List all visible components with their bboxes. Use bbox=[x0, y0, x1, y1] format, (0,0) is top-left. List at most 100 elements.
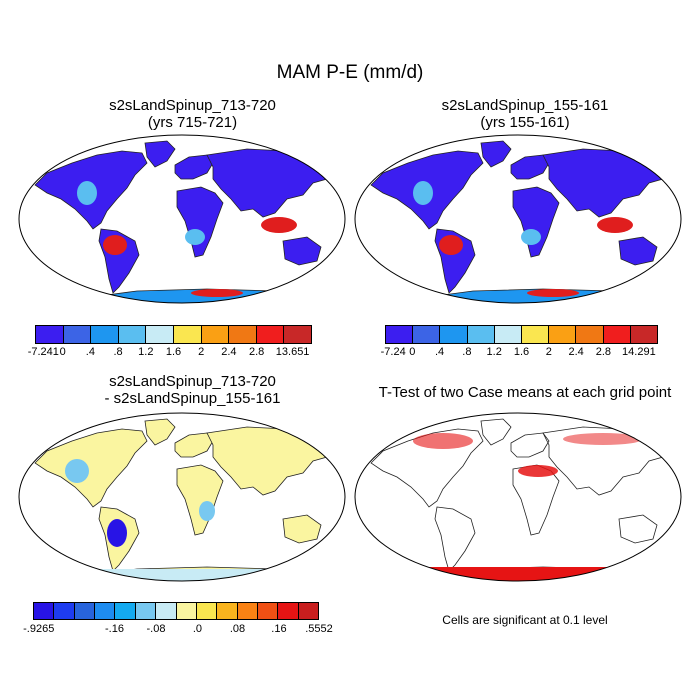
panel-2-map bbox=[354, 134, 682, 304]
panel-4-title-line1: T-Test of two Case means at each grid po… bbox=[378, 384, 672, 401]
continent-aus bbox=[282, 514, 322, 544]
panel-3-title-line1: s2sLandSpinup_713-720 bbox=[109, 373, 276, 390]
colorbar-tick-label: 0 bbox=[409, 346, 416, 358]
antarctic-wet-region bbox=[191, 289, 243, 297]
colorbar-tick-label: 2.4 bbox=[221, 346, 237, 358]
asia-significant bbox=[563, 433, 643, 445]
map-border bbox=[354, 134, 682, 304]
colorbar-tick-label: 1.6 bbox=[513, 346, 530, 358]
panel-2-title: s2sLandSpinup_155-161 (yrs 155-161) bbox=[365, 97, 685, 131]
colorbar-tick-label: -.9265 bbox=[23, 623, 55, 635]
colorbar-tick-label: .5552 bbox=[305, 623, 333, 635]
colorbar-tick-label: 1.6 bbox=[165, 346, 182, 358]
colorbar-swatch bbox=[146, 326, 174, 343]
colorbar-swatch bbox=[173, 326, 202, 343]
colorbar-tick-label: -7.241 bbox=[27, 346, 59, 358]
map-border bbox=[18, 412, 346, 582]
maritime-wet-region bbox=[261, 217, 297, 233]
panel-1-title: s2sLandSpinup_713-720 (yrs 715-721) bbox=[35, 97, 350, 131]
continent-eur bbox=[174, 154, 214, 180]
panel-1-title-line1: s2sLandSpinup_713-720 bbox=[109, 97, 276, 114]
colorbar-tick-label: .4 bbox=[85, 346, 95, 358]
colorbar-tick-label: -7.24 bbox=[380, 346, 406, 358]
colorbar-tick-label: 1.2 bbox=[486, 346, 502, 358]
colorbar-swatch bbox=[217, 603, 238, 619]
panel-3-map bbox=[18, 412, 346, 582]
continent-green bbox=[480, 418, 512, 446]
antarctic-wet-region bbox=[527, 289, 579, 297]
colorbar-tick-label: 2.4 bbox=[568, 346, 584, 358]
colorbar-tick-label: 2.8 bbox=[595, 346, 612, 358]
colorbar-tick-label: .8 bbox=[462, 346, 472, 358]
colorbar-tick-label: .0 bbox=[192, 623, 203, 635]
continent-afr bbox=[176, 186, 224, 258]
colorbar-tick-label: .4 bbox=[435, 346, 445, 358]
colorbar-swatch bbox=[237, 603, 258, 619]
panel-2-title-line1: s2sLandSpinup_155-161 bbox=[441, 97, 609, 114]
map-border bbox=[18, 134, 346, 304]
colorbar-swatch bbox=[229, 326, 257, 343]
colorbar-swatch bbox=[63, 326, 92, 343]
panel-3-colorbar bbox=[33, 602, 319, 620]
colorbar-swatch bbox=[494, 326, 523, 343]
africa-south-region bbox=[185, 229, 205, 245]
colorbar-swatch bbox=[576, 326, 604, 343]
colorbar-swatch bbox=[284, 326, 311, 343]
colorbar-swatch bbox=[91, 326, 119, 343]
panel-3-title: s2sLandSpinup_713-720 - s2sLandSpinup_15… bbox=[35, 373, 350, 407]
panel-2-colorbar-ticks: -7.24 0 .4 .8 1.2 1.6 2 2.4 2.8 14.291 bbox=[381, 346, 658, 360]
colorbar-swatch bbox=[36, 326, 64, 343]
na-west-region bbox=[413, 181, 433, 205]
significance-note: Cells are significant at 0.1 level bbox=[442, 613, 608, 627]
map-border bbox=[354, 412, 682, 582]
panel-4-title: T-Test of two Case means at each grid po… bbox=[365, 384, 685, 401]
panel-2-title-line2: (yrs 155-161) bbox=[480, 114, 570, 131]
panel-1-colorbar-ticks: -7.241 0 .4 .8 1.2 1.6 2 2.4 2.8 13.651 bbox=[28, 346, 312, 360]
panel-3-colorbar-ticks: -.9265 -.16 -.08 .0 .08 .16 .5552 bbox=[23, 623, 333, 637]
colorbar-swatch bbox=[34, 603, 55, 619]
maritime-wet-region bbox=[597, 217, 633, 233]
na-west-region bbox=[77, 181, 97, 205]
colorbar-tick-label: 2.8 bbox=[248, 346, 265, 358]
colorbar-swatch bbox=[74, 603, 96, 619]
colorbar-tick-label: 13.651 bbox=[275, 346, 310, 358]
colorbar-swatch bbox=[603, 326, 631, 343]
colorbar-swatch bbox=[156, 603, 177, 619]
continent-afr bbox=[176, 464, 224, 536]
panel-1-map bbox=[18, 134, 346, 304]
continent-na bbox=[34, 428, 148, 508]
colorbar-swatch bbox=[522, 326, 550, 343]
continent-afr bbox=[512, 186, 560, 258]
colorbar-swatch bbox=[386, 326, 414, 343]
panel-1-title-line2: (yrs 715-721) bbox=[147, 114, 238, 131]
north-america-significant bbox=[413, 433, 473, 449]
colorbar-tick-label: 0 bbox=[59, 346, 66, 358]
colorbar-tick-label: .08 bbox=[229, 623, 246, 635]
continent-aus bbox=[618, 514, 658, 544]
continent-eur bbox=[174, 432, 214, 458]
colorbar-swatch bbox=[176, 603, 197, 619]
figure-title: MAM P-E (mm/d) bbox=[276, 62, 424, 83]
colorbar-tick-label: -.16 bbox=[105, 623, 124, 635]
colorbar-swatch bbox=[440, 326, 468, 343]
colorbar-tick-label: 14.291 bbox=[622, 346, 656, 358]
panel-1-colorbar bbox=[35, 325, 312, 344]
continent-sa bbox=[434, 506, 476, 572]
colorbar-swatch bbox=[413, 326, 441, 343]
amazon-wet-region bbox=[103, 235, 127, 255]
sahara-significant bbox=[518, 465, 558, 477]
colorbar-tick-label: 2 bbox=[545, 346, 552, 358]
africa-south-region bbox=[521, 229, 541, 245]
colorbar-tick-label: .16 bbox=[271, 623, 287, 635]
continent-green bbox=[144, 140, 176, 168]
colorbar-swatch bbox=[135, 603, 157, 619]
continent-green bbox=[144, 418, 176, 446]
colorbar-swatch bbox=[278, 603, 299, 619]
colorbar-swatch bbox=[196, 603, 218, 619]
colorbar-swatch bbox=[201, 326, 230, 343]
africa-negative-region bbox=[199, 501, 215, 521]
colorbar-tick-label: .8 bbox=[113, 346, 123, 358]
panel-2-colorbar bbox=[385, 325, 658, 344]
colorbar-tick-label: 2 bbox=[198, 346, 205, 358]
colorbar-swatch bbox=[115, 603, 136, 619]
